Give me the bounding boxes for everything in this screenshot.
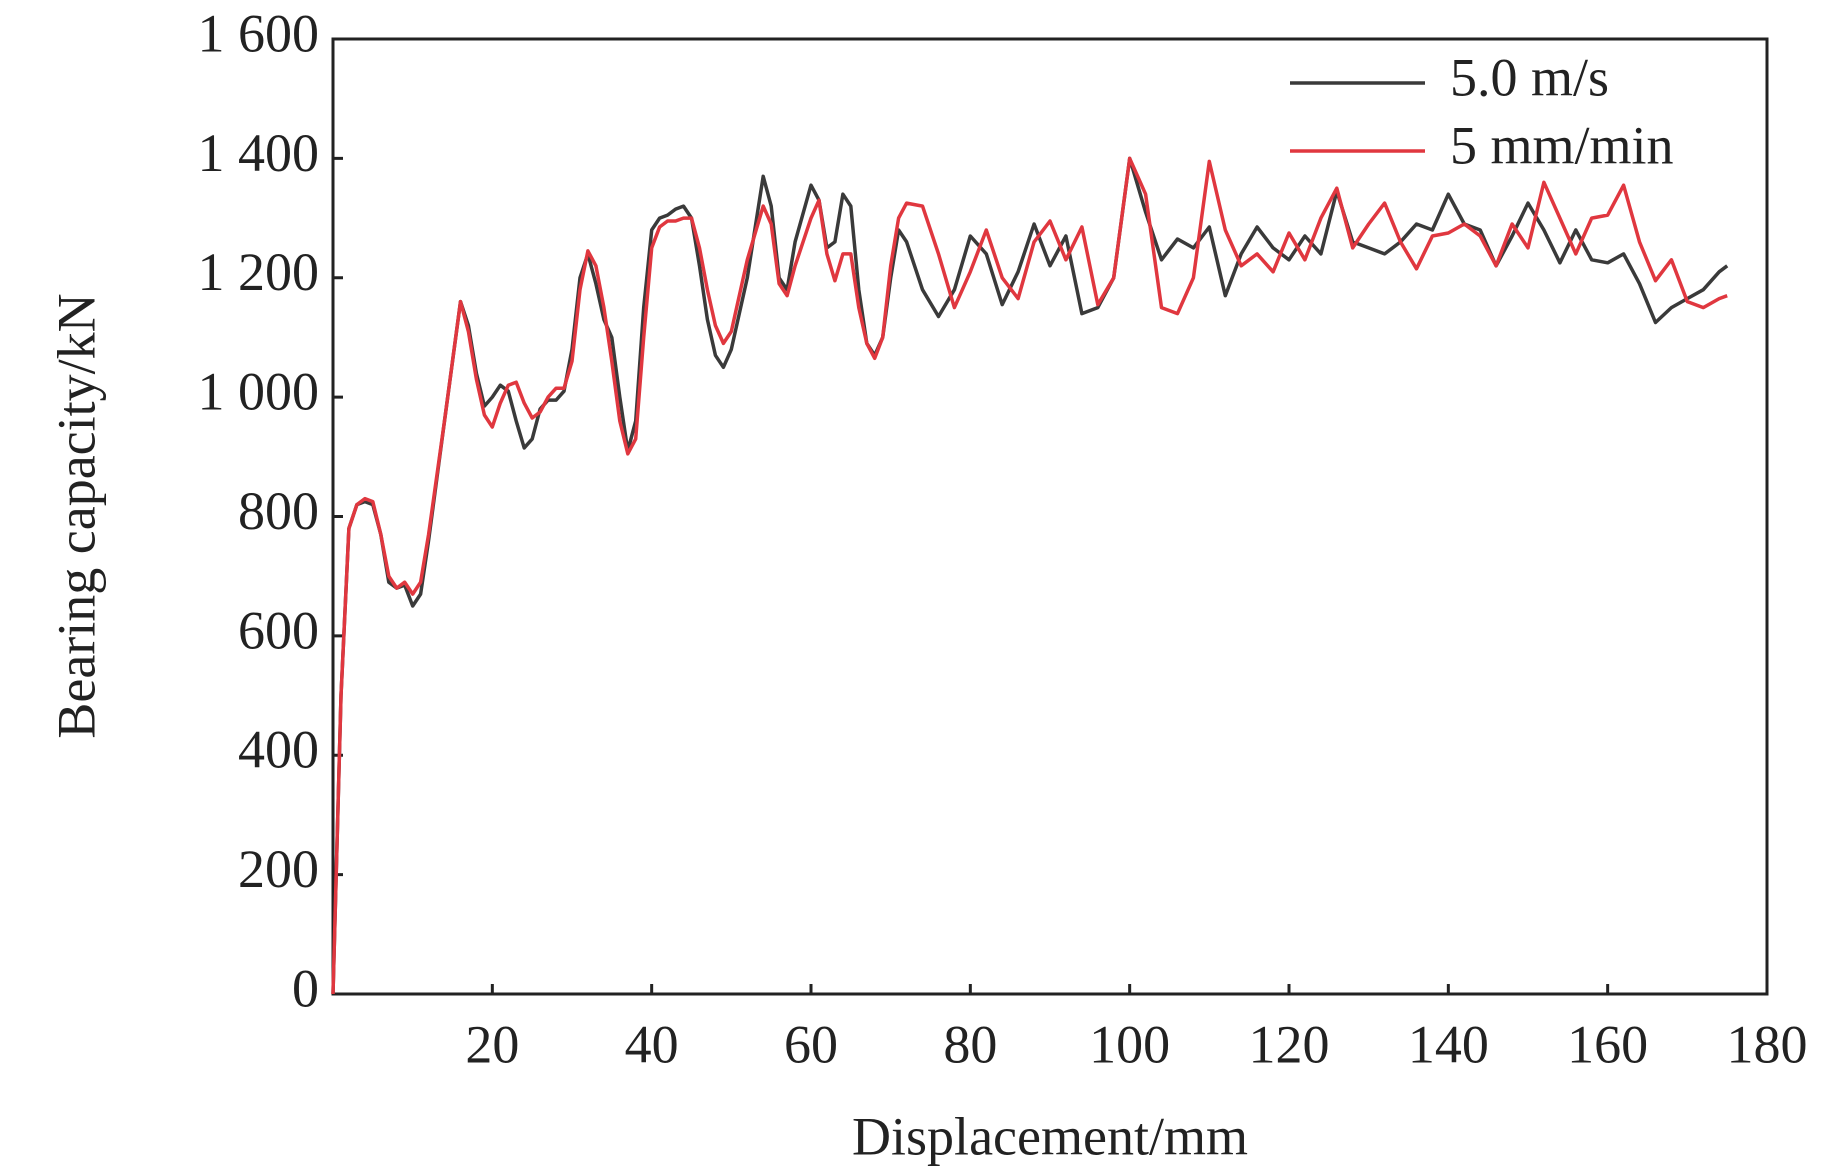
y-tick-label: 1 200 xyxy=(198,242,320,302)
y-tick-label: 200 xyxy=(238,839,319,899)
legend-label: 5 mm/min xyxy=(1450,115,1674,175)
data-line xyxy=(331,156,1728,995)
legend-label: 5.0 m/s xyxy=(1450,47,1609,107)
x-tick-label: 120 xyxy=(1249,1014,1330,1074)
y-tick-label: 800 xyxy=(238,481,319,541)
y-tick-label: 1 600 xyxy=(198,3,320,63)
x-tick-label: 100 xyxy=(1089,1014,1170,1074)
y-axis-label: Bearing capacity/kN xyxy=(46,293,106,738)
y-tick-label: 1 400 xyxy=(198,123,320,183)
x-tick-label: 160 xyxy=(1567,1014,1648,1074)
plot-frame xyxy=(331,37,1769,996)
x-axis-label: Displacement/mm xyxy=(852,1106,1248,1166)
x-tick-label: 180 xyxy=(1727,1014,1808,1074)
x-tick-label: 40 xyxy=(625,1014,679,1074)
x-tick-label: 60 xyxy=(784,1014,838,1074)
data-line xyxy=(331,156,1729,995)
x-tick-label: 140 xyxy=(1408,1014,1489,1074)
x-tick-label: 20 xyxy=(465,1014,519,1074)
y-tick-label: 600 xyxy=(238,600,319,660)
y-tick-label: 0 xyxy=(292,958,319,1018)
y-tick-label: 400 xyxy=(238,720,319,780)
x-tick-label: 80 xyxy=(943,1014,997,1074)
y-tick-label: 1 000 xyxy=(198,362,320,422)
